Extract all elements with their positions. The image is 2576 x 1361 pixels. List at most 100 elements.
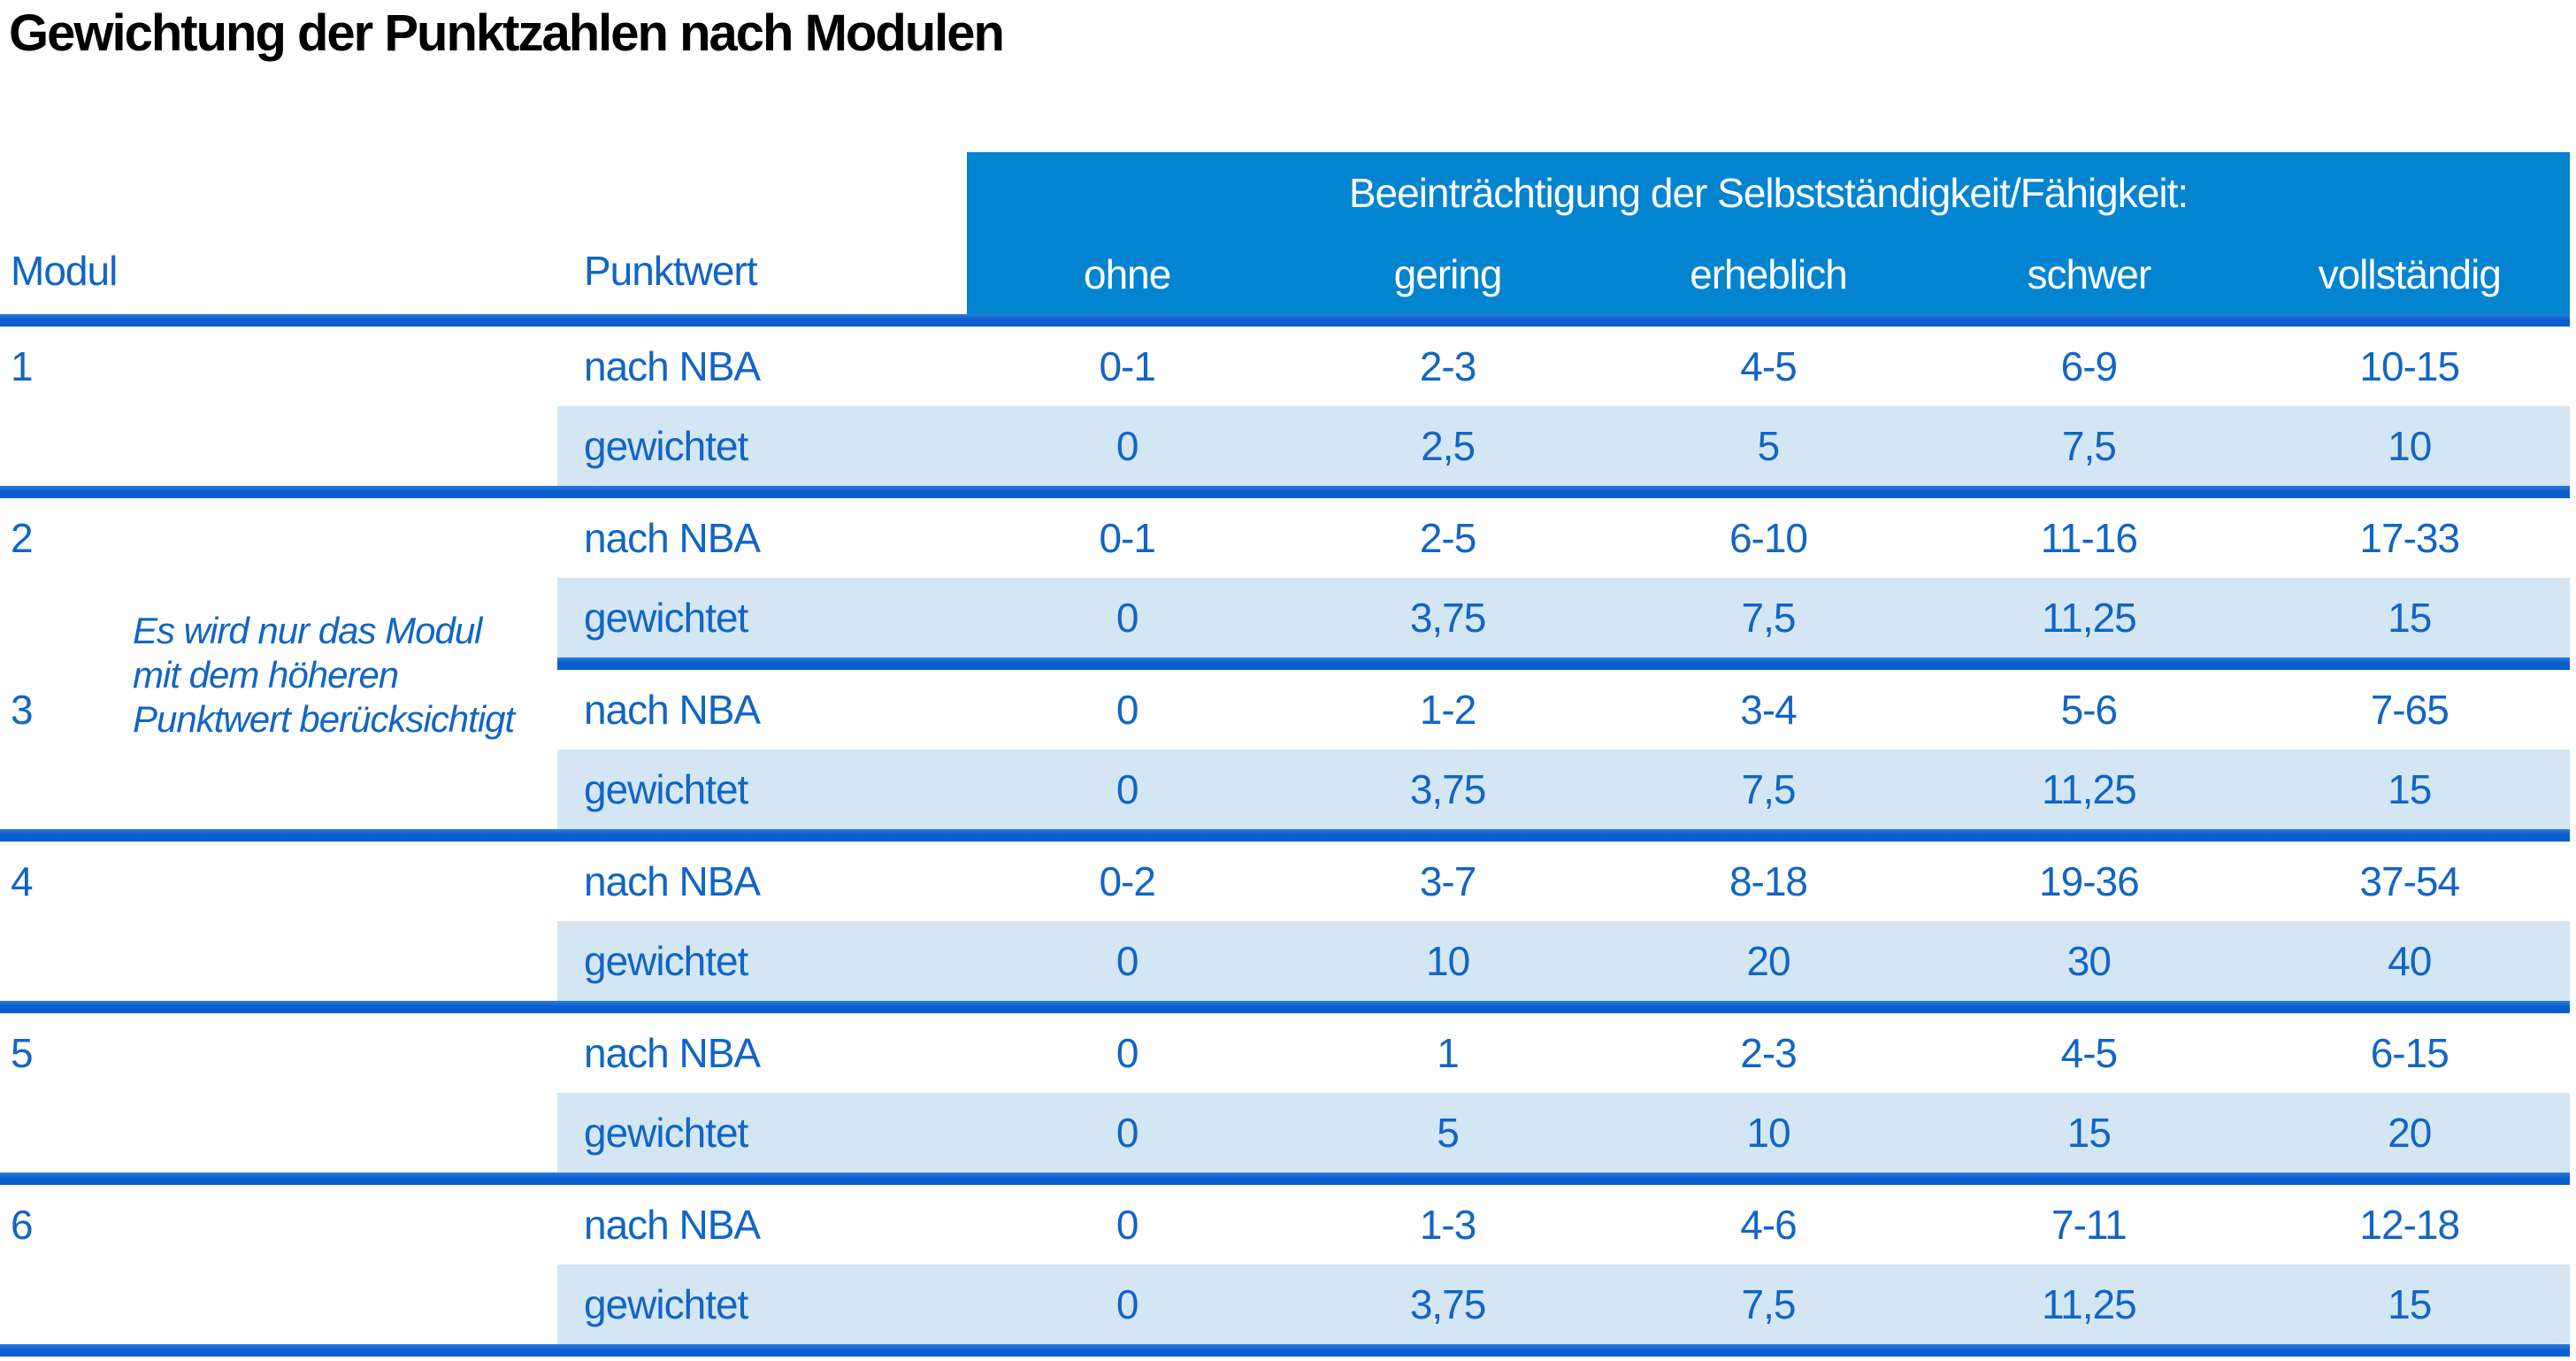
score-cell: 0 [1116,1030,1139,1076]
score-cell: 15 [1928,1093,2250,1173]
score-cell: 0 [967,1093,1288,1173]
score-cell: 15 [2249,750,2570,829]
score-cell: 2-5 [1419,515,1476,561]
score-cell: 20 [2249,1093,2570,1173]
score-cell: 3-4 [1740,687,1797,733]
module-divider [0,1001,2570,1013]
score-cell: 0 [1116,1202,1139,1248]
score-cell: 7-11 [2051,1202,2128,1248]
score-cell: 7,5 [1607,750,1929,829]
score-cell: 5 [1287,1093,1608,1173]
module-rows: 1 nach NBA 0-1 2-3 4-5 6-9 10-15 gewichtet 0 2,5 5… [0,327,2570,1357]
note-line: Punktwert berücksichtigt [133,698,515,740]
table-header: Modul Punktwert Beeinträchtigung der Sel… [0,152,2570,314]
module-number: 5 [11,1030,34,1076]
row-label-nach-nba: nach NBA [584,858,761,904]
module-divider [0,1173,2570,1185]
score-cell: 17-33 [2359,515,2460,561]
score-cell: 6-9 [2060,343,2118,389]
module-divider [0,486,2570,498]
score-cell: 0 [967,406,1288,486]
module-block-2: 2 nach NBA 0-1 2-5 6-10 11-16 17-33 gewichtet 0 3… [0,498,2570,657]
module-number: 3 [11,687,34,733]
score-cell: 7-65 [2370,687,2450,733]
score-cell: 1-3 [1419,1202,1476,1248]
score-cell: 11-16 [2040,515,2138,561]
module-number: 4 [11,858,34,904]
col-header-gering: gering [1393,250,1503,297]
page-title: Gewichtung der Punktzahlen nach Modulen [9,4,1005,62]
score-cell: 10-15 [2359,343,2460,389]
module-divider [0,829,2570,842]
score-cell: 5-6 [2060,687,2118,733]
col-header-vollstaendig: vollständig [2318,250,2502,297]
score-cell: 0 [1116,687,1139,733]
empty-cell [0,1265,557,1344]
score-cell: 4-5 [2060,1030,2118,1076]
col-header-ohne: ohne [1084,250,1171,297]
score-cell: 0 [967,921,1288,1001]
higher-score-note: Es wird nur das Modul mit dem höheren Punk… [133,609,515,742]
score-cell: 5 [1607,406,1929,486]
score-cell: 7,5 [1607,1265,1929,1344]
row-label-nach-nba: nach NBA [584,343,761,389]
header-divider [0,314,2570,327]
score-cell: 1 [1437,1030,1460,1076]
module-number: 1 [11,343,34,389]
score-cell: 2,5 [1287,406,1608,486]
row-label-gewichtet: gewichtet [557,406,967,486]
score-cell: 40 [2249,921,2570,1001]
score-cell: 4-6 [1740,1202,1797,1248]
score-cell: 3-7 [1419,858,1476,904]
score-cell: 7,5 [1607,578,1929,657]
module-number: 2 [11,515,34,561]
module-block-6: 6 nach NBA 0 1-3 4-6 7-11 12-18 gewichtet 0 3,75 7… [0,1185,2570,1344]
score-cell: 0 [967,750,1288,829]
row-label-gewichtet: gewichtet [557,1093,967,1173]
score-cell: 19-36 [2039,858,2140,904]
score-cell: 2-3 [1740,1030,1797,1076]
banner-title: Beeinträchtigung der Selbstständigkeit/F… [1348,170,2189,216]
score-cell: 11,25 [1928,750,2250,829]
row-label-gewichtet: gewichtet [557,921,967,1001]
empty-cell [0,406,557,486]
row-label-gewichtet: gewichtet [557,578,967,657]
score-cell: 0 [967,578,1288,657]
col-header-schwer: schwer [2027,250,2152,297]
score-cell: 6-10 [1729,515,1808,561]
score-cell: 11,25 [1928,578,2250,657]
row-label-nach-nba: nach NBA [584,687,761,733]
row-label-gewichtet: gewichtet [557,750,967,829]
col-header-modul: Modul [11,248,118,294]
module-number: 6 [11,1202,34,1248]
score-cell: 3,75 [1287,578,1608,657]
score-cell: 0-2 [1099,858,1155,904]
level-headers: ohne gering erheblich schwer vollständig [967,234,2570,314]
score-cell: 20 [1607,921,1929,1001]
note-line: mit dem höheren [133,654,399,696]
score-cell: 6-15 [2370,1030,2450,1076]
module-block-5: 5 nach NBA 0 1 2-3 4-5 6-15 gewichtet 0 5 10 15 20 [0,1013,2570,1173]
empty-cell [0,1093,557,1173]
col-header-erheblich: erheblich [1690,250,1848,297]
module-block-4: 4 nach NBA 0-2 3-7 8-18 19-36 37-54 gewichtet 0 1… [0,842,2570,1001]
score-cell: 3,75 [1287,750,1608,829]
row-label-nach-nba: nach NBA [584,1202,761,1248]
score-cell: 12-18 [2359,1202,2460,1248]
empty-cell [0,921,557,1001]
score-cell: 15 [2249,578,2570,657]
score-cell: 10 [2249,406,2570,486]
impairment-banner: Beeinträchtigung der Selbstständigkeit/F… [967,152,2570,314]
col-header-punktwert: Punktwert [584,248,758,294]
score-cell: 10 [1607,1093,1929,1173]
score-cell: 10 [1287,921,1608,1001]
score-cell: 2-3 [1419,343,1476,389]
row-label-nach-nba: nach NBA [584,515,761,561]
score-cell: 0-1 [1099,343,1155,389]
score-cell: 8-18 [1729,858,1808,904]
row-label-gewichtet: gewichtet [557,1265,967,1344]
score-cell: 4-5 [1740,343,1797,389]
score-cell: 0-1 [1099,515,1155,561]
row-label-nach-nba: nach NBA [584,1030,761,1076]
